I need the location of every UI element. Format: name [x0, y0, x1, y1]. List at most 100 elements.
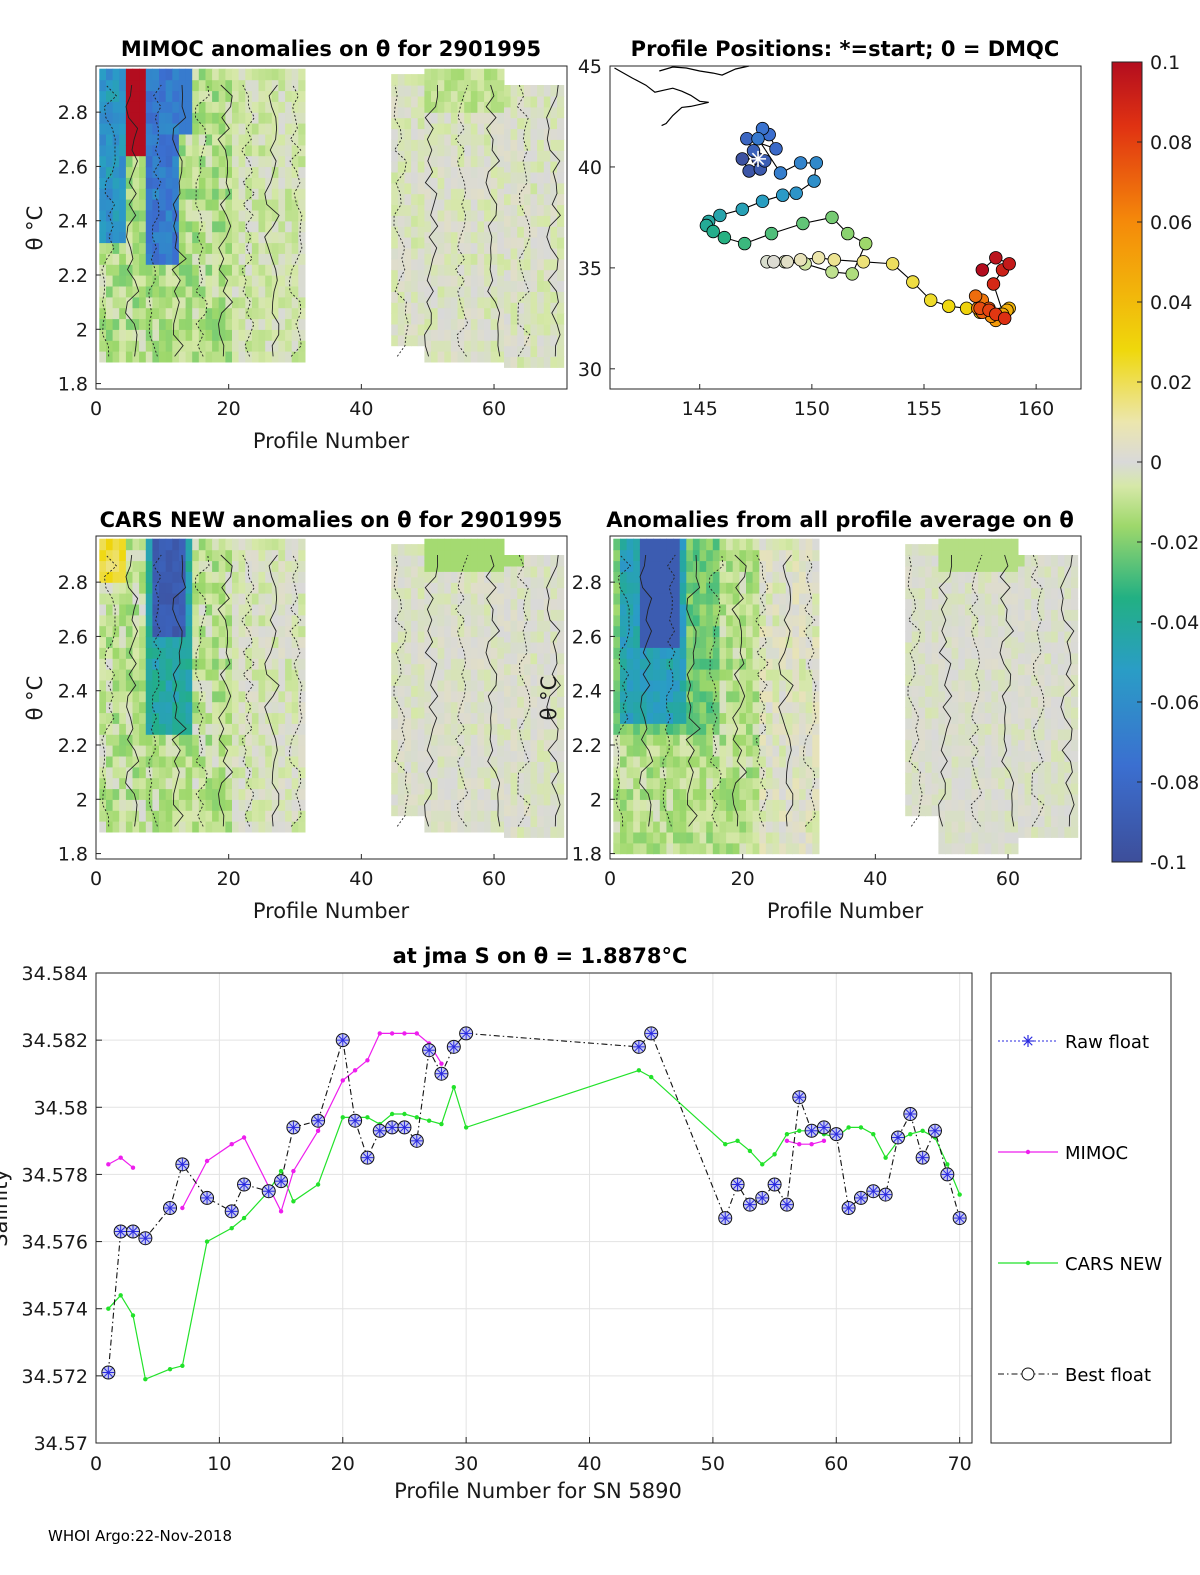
- heatmap-cell: [805, 831, 813, 844]
- heatmap-cell: [646, 560, 654, 572]
- heatmap-cell: [679, 745, 687, 757]
- heatmap-cell: [659, 745, 667, 757]
- heatmap-cell: [510, 663, 518, 676]
- contour-line: [778, 554, 794, 827]
- heatmap-cell: [945, 810, 953, 822]
- heatmap-cell: [484, 745, 492, 757]
- heatmap-cell: [271, 647, 279, 659]
- heatmap-cell: [646, 777, 654, 790]
- heatmap-cell: [557, 555, 565, 567]
- heatmap-cell: [437, 582, 445, 594]
- heatmap-cell: [812, 669, 820, 681]
- heatmap-cell: [159, 549, 167, 562]
- heatmap-cell: [504, 128, 512, 140]
- heatmap-cell: [112, 755, 120, 768]
- heatmap-cell: [431, 177, 439, 189]
- heatmap-cell: [557, 739, 565, 752]
- heatmap-cell: [639, 593, 648, 605]
- heatmap-cell: [205, 209, 213, 222]
- heatmap-cell: [265, 133, 273, 146]
- heatmap-cell: [159, 799, 167, 811]
- heatmap-cell: [437, 777, 445, 790]
- heatmap-cell: [523, 793, 532, 806]
- heatmap-cell: [537, 334, 545, 347]
- heatmap-cell: [1064, 793, 1072, 806]
- heatmap-cell: [692, 690, 701, 703]
- contour-line: [907, 554, 923, 827]
- heatmap-cell: [145, 101, 153, 113]
- heatmap-cell: [99, 669, 107, 681]
- heatmap-cell: [185, 810, 193, 822]
- heatmap-cell: [225, 669, 233, 681]
- heatmap-cell: [613, 679, 621, 692]
- heatmap-cell: [998, 766, 1006, 779]
- contour-line: [240, 84, 256, 357]
- heatmap-cell: [431, 133, 439, 146]
- heatmap-cell: [543, 772, 551, 784]
- heatmap-cell: [125, 112, 134, 124]
- heatmap-cell: [1064, 750, 1072, 762]
- heatmap-cell: [517, 161, 525, 173]
- heatmap-cell: [178, 329, 187, 341]
- heatmap-cell: [613, 799, 621, 811]
- heatmap-cell: [692, 614, 701, 627]
- heatmap-cell: [517, 171, 525, 184]
- heatmap-cell: [185, 285, 193, 298]
- heatmap-cell: [265, 231, 273, 244]
- heatmap-cell: [198, 810, 206, 822]
- heatmap-cell: [298, 144, 306, 157]
- heatmap-cell: [931, 631, 939, 643]
- heatmap-cell: [205, 625, 213, 638]
- heatmap-cell: [291, 647, 299, 659]
- heatmap-cell: [925, 772, 933, 784]
- heatmap-cell: [523, 182, 532, 195]
- heatmap-cell: [265, 745, 273, 757]
- heatmap-cell: [397, 663, 405, 676]
- heatmap-cell: [646, 603, 654, 616]
- heatmap-cell: [752, 636, 760, 648]
- y-tick-label: 1.8: [58, 844, 88, 866]
- heatmap-cell: [765, 788, 774, 800]
- heatmap-cell: [523, 302, 532, 314]
- heatmap-cell: [543, 356, 551, 368]
- heatmap-cell: [185, 253, 193, 265]
- heatmap-cell: [205, 658, 213, 670]
- heatmap-cell: [106, 647, 114, 659]
- heatmap-cell: [212, 220, 220, 233]
- heatmap-cell: [530, 291, 538, 303]
- heatmap-cell: [812, 690, 820, 703]
- cars-point: [204, 1239, 210, 1244]
- heatmap-cell: [192, 723, 200, 735]
- heatmap-cell: [543, 334, 551, 347]
- heatmap-cell: [719, 723, 727, 735]
- heatmap-cell: [550, 674, 558, 686]
- heatmap-cell: [484, 155, 492, 168]
- heatmap-cell: [510, 555, 518, 567]
- heatmap-cell: [792, 679, 800, 692]
- best-float-marker: [138, 1231, 153, 1246]
- salinity-panel: at jma S on θ = 1.8878°C 0 10 20 30 40 50 60 70…: [0, 944, 973, 1503]
- heatmap-cell: [1064, 641, 1072, 654]
- heatmap-cell: [218, 231, 226, 244]
- heatmap-cell: [278, 253, 286, 265]
- cars-point: [945, 1162, 950, 1167]
- heatmap-cell: [238, 734, 246, 746]
- heatmap-cell: [1004, 734, 1012, 746]
- heatmap-cell: [444, 307, 452, 320]
- heatmap-cell: [232, 318, 240, 330]
- heatmap-cell: [238, 68, 246, 81]
- heatmap-cell: [218, 712, 226, 724]
- heatmap-cell: [543, 302, 551, 314]
- heatmap-cell: [497, 101, 505, 113]
- heatmap-cell: [945, 560, 953, 572]
- heatmap-cell: [291, 571, 299, 583]
- heatmap-cell: [772, 777, 780, 790]
- heatmap-cell: [159, 329, 167, 341]
- heatmap-cell: [159, 582, 167, 594]
- heatmap-cell: [523, 226, 532, 238]
- heatmap-cell: [550, 269, 558, 282]
- heatmap-cell: [285, 745, 293, 757]
- heatmap-cell: [457, 723, 465, 735]
- heatmap-cell: [212, 318, 220, 330]
- cars-xlabel: Profile Number: [253, 899, 410, 923]
